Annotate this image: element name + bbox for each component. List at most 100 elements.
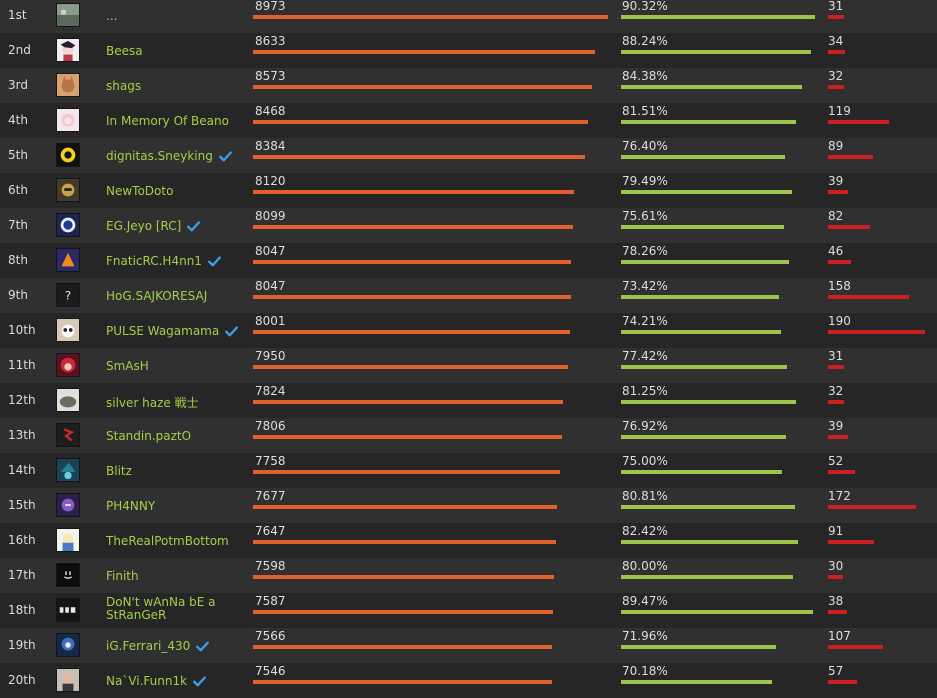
table-row[interactable]: 5th dignitas.Sneyking 8384 76.40% 89 xyxy=(0,138,937,173)
games-count-value: 107 xyxy=(828,629,851,643)
dignitas-logo-avatar-icon[interactable] xyxy=(56,143,80,167)
player-name-link[interactable]: silver haze 戦士 xyxy=(106,394,199,411)
blue-character-avatar-icon[interactable] xyxy=(56,633,80,657)
player-name-link[interactable]: EG.Jeyo [RC] xyxy=(106,219,201,233)
cat-avatar-icon[interactable] xyxy=(56,73,80,97)
red-emblem-avatar-icon[interactable] xyxy=(56,423,80,447)
win-rate-value: 75.00% xyxy=(622,454,668,468)
table-row[interactable]: 11th SmAsH 7950 77.42% 31 xyxy=(0,348,937,383)
player-name[interactable]: DoN't wAnNa bE a StRanGeR xyxy=(106,595,216,622)
player-name[interactable]: EG.Jeyo [RC] xyxy=(106,219,182,233)
player-name[interactable]: Beesa xyxy=(106,44,143,58)
player-name-link[interactable]: ... xyxy=(106,9,117,23)
score-value: 7677 xyxy=(255,489,286,503)
player-name[interactable]: ... xyxy=(106,9,118,23)
player-name[interactable]: Blitz xyxy=(106,464,132,478)
player-name[interactable]: PH4NNY xyxy=(106,499,156,513)
eg-logo-avatar-icon[interactable] xyxy=(56,213,80,237)
player-name-link[interactable]: DoN't wAnNa bE a StRanGeR xyxy=(106,596,246,622)
win-rate-value: 89.47% xyxy=(622,594,668,608)
player-name-link[interactable]: Finith xyxy=(106,569,139,583)
table-row[interactable]: 9th? HoG.SAJKORESAJ 8047 73.42% 158 xyxy=(0,278,937,313)
player-name[interactable]: TheRealPotmBottom xyxy=(106,534,229,548)
games-count-value: 158 xyxy=(828,279,851,293)
smiley-avatar-icon[interactable] xyxy=(56,563,80,587)
table-row[interactable]: 18th DoN't wAnNa bE a StRanGeR 7587 89.47% 3… xyxy=(0,593,937,628)
table-row[interactable]: 14th Blitz 7758 75.00% 52 xyxy=(0,453,937,488)
purple-hero-avatar-icon[interactable] xyxy=(56,493,80,517)
player-name-link[interactable]: HoG.SAJKORESAJ xyxy=(106,289,207,303)
player-name[interactable]: iG.Ferrari_430 xyxy=(106,639,191,653)
player-name-link[interactable]: Na`Vi.Funn1k xyxy=(106,674,207,688)
player-name-link[interactable]: SmAsH xyxy=(106,359,149,373)
player-name-link[interactable]: TheRealPotmBottom xyxy=(106,534,229,548)
player-name-link[interactable]: iG.Ferrari_430 xyxy=(106,639,210,653)
player-name-link[interactable]: PH4NNY xyxy=(106,499,155,513)
score-value: 7587 xyxy=(255,594,286,608)
rank-label: 16th xyxy=(8,533,36,547)
table-row[interactable]: 1st... 8973 90.32% 31 xyxy=(0,0,937,33)
table-row[interactable]: 20th Na`Vi.Funn1k 7546 70.18% 57 xyxy=(0,663,937,698)
witch-hat-avatar-icon[interactable] xyxy=(56,458,80,482)
table-row[interactable]: 8th FnaticRC.H4nn1 8047 78.26% 46 xyxy=(0,243,937,278)
table-row[interactable]: 10th PULSE Wagamama 8001 74.21% 190 xyxy=(0,313,937,348)
win-rate-value: 73.42% xyxy=(622,279,668,293)
text-avatar-icon[interactable] xyxy=(56,598,80,622)
player-name[interactable]: Na`Vi.Funn1k xyxy=(106,674,188,688)
player-name[interactable]: silver haze 戦士 xyxy=(106,396,199,410)
table-row[interactable]: 13th Standin.paztO 7806 76.92% 39 xyxy=(0,418,937,453)
player-name[interactable]: NewToDoto xyxy=(106,184,174,198)
player-name[interactable]: FnaticRC.H4nn1 xyxy=(106,254,202,268)
red-hair-avatar-icon[interactable] xyxy=(56,353,80,377)
games-count-bar xyxy=(828,505,916,509)
player-name[interactable]: shags xyxy=(106,79,142,93)
games-count-bar xyxy=(828,330,925,334)
score-value: 8468 xyxy=(255,104,286,118)
landscape-avatar-icon[interactable] xyxy=(56,3,80,27)
player-name[interactable]: dignitas.Sneyking xyxy=(106,149,213,163)
player-name-link[interactable]: dignitas.Sneyking xyxy=(106,149,232,163)
character-avatar-icon[interactable] xyxy=(56,178,80,202)
player-name[interactable]: SmAsH xyxy=(106,359,149,373)
anime-blue-avatar-icon[interactable] xyxy=(56,528,80,552)
table-row[interactable]: 2nd Beesa 8633 88.24% 34 xyxy=(0,33,937,68)
player-name-link[interactable]: Standin.paztO xyxy=(106,429,191,443)
score-value: 8120 xyxy=(255,174,286,188)
table-row[interactable]: 3rd shags 8573 84.38% 32 xyxy=(0,68,937,103)
player-name-link[interactable]: shags xyxy=(106,79,141,93)
rock-avatar-icon[interactable] xyxy=(56,388,80,412)
table-row[interactable]: 7th EG.Jeyo [RC] 8099 75.61% 82 xyxy=(0,208,937,243)
player-name-link[interactable]: PULSE Wagamama xyxy=(106,324,239,338)
player-name-link[interactable]: Beesa xyxy=(106,44,143,58)
player-name[interactable]: PULSE Wagamama xyxy=(106,324,220,338)
games-count-value: 31 xyxy=(828,349,844,363)
games-count-value: 34 xyxy=(828,34,844,48)
anime-girl-avatar-icon[interactable] xyxy=(56,38,80,62)
player-name-link[interactable]: NewToDoto xyxy=(106,184,173,198)
photo-avatar-icon[interactable] xyxy=(56,668,80,692)
win-rate-value: 80.81% xyxy=(622,489,668,503)
score-value: 8573 xyxy=(255,69,286,83)
table-row[interactable]: 12th silver haze 戦士 7824 81.25% 32 xyxy=(0,383,937,418)
games-count-value: 39 xyxy=(828,174,844,188)
table-row[interactable]: 15th PH4NNY 7677 80.81% 172 xyxy=(0,488,937,523)
table-row[interactable]: 4th In Memory Of Beano 8468 81.51% 119 xyxy=(0,103,937,138)
fnatic-logo-avatar-icon[interactable] xyxy=(56,248,80,272)
table-row[interactable]: 16th TheRealPotmBottom 7647 82.42% 91 xyxy=(0,523,937,558)
player-name[interactable]: In Memory Of Beano xyxy=(106,114,229,128)
win-rate-value: 84.38% xyxy=(622,69,668,83)
player-name[interactable]: Standin.paztO xyxy=(106,429,192,443)
table-row[interactable]: 6th NewToDoto 8120 79.49% 39 xyxy=(0,173,937,208)
games-count-bar xyxy=(828,120,889,124)
panda-avatar-icon[interactable] xyxy=(56,318,80,342)
player-name[interactable]: Finith xyxy=(106,569,139,583)
rank-label: 14th xyxy=(8,463,36,477)
player-name-link[interactable]: Blitz xyxy=(106,464,132,478)
table-row[interactable]: 19th iG.Ferrari_430 7566 71.96% 107 xyxy=(0,628,937,663)
pink-hair-avatar-icon[interactable] xyxy=(56,108,80,132)
player-name-link[interactable]: In Memory Of Beano xyxy=(106,114,229,128)
player-name[interactable]: HoG.SAJKORESAJ xyxy=(106,289,208,303)
unknown-avatar-icon[interactable]: ? xyxy=(56,283,80,307)
player-name-link[interactable]: FnaticRC.H4nn1 xyxy=(106,254,221,268)
table-row[interactable]: 17th Finith 7598 80.00% 30 xyxy=(0,558,937,593)
